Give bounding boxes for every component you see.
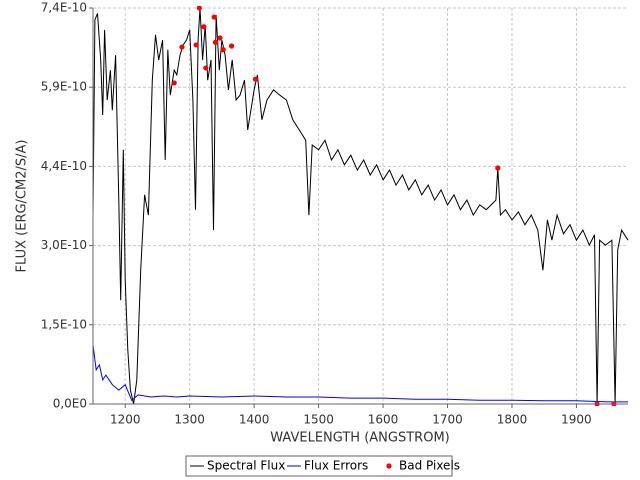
legend-items: Spectral Flux Flux Errors Bad Pixels bbox=[190, 459, 460, 473]
y-tick-label: 7,4E-10 bbox=[41, 1, 87, 15]
marks bbox=[93, 6, 629, 406]
x-tick-label: 1900 bbox=[561, 413, 592, 427]
y-tick-label: 3,0E-10 bbox=[41, 238, 87, 252]
bad-pixel bbox=[201, 24, 207, 30]
y-axis-label: FLUX (ERG/CM2/S/A) bbox=[15, 140, 30, 273]
legend-label: Spectral Flux bbox=[207, 459, 285, 473]
bad-pixel bbox=[193, 42, 199, 48]
x-tick-label: 1700 bbox=[432, 413, 463, 427]
bad-pixel bbox=[171, 80, 177, 86]
legend-marker bbox=[386, 463, 392, 469]
legend-label: Flux Errors bbox=[304, 459, 368, 473]
bad-pixel bbox=[228, 43, 235, 49]
y-tick-label: 5,9E-10 bbox=[41, 80, 87, 94]
series-line bbox=[93, 7, 629, 405]
bad-pixel bbox=[179, 44, 185, 50]
legend-label: Bad Pixels bbox=[399, 459, 460, 473]
x-tick-label: 1400 bbox=[239, 413, 270, 427]
bad-pixel bbox=[217, 35, 223, 41]
x-tick-label: 1800 bbox=[497, 413, 528, 427]
x-tick-label: 1200 bbox=[110, 413, 141, 427]
x-axis-label: WAVELENGTH (ANGSTROM) bbox=[270, 431, 449, 446]
bad-pixel bbox=[495, 165, 501, 171]
x-tick-label: 1500 bbox=[303, 413, 334, 427]
plot-area bbox=[93, 8, 628, 404]
x-tick-label: 1600 bbox=[368, 413, 399, 427]
bad-pixel bbox=[212, 39, 219, 45]
bad-pixel bbox=[211, 14, 217, 20]
bad-pixel bbox=[203, 65, 209, 71]
bad-pixel bbox=[196, 6, 202, 11]
legend bbox=[185, 455, 453, 477]
y-tick-label: 1,5E-10 bbox=[41, 317, 87, 331]
y-tick-label: 4,4E-10 bbox=[41, 159, 87, 173]
bad-pixel bbox=[220, 47, 226, 53]
bad-pixel bbox=[252, 76, 259, 82]
y-tick-label: 0,0E0 bbox=[53, 397, 87, 411]
grid bbox=[93, 7, 628, 405]
x-tick-label: 1300 bbox=[174, 413, 205, 427]
series-line bbox=[93, 345, 628, 403]
